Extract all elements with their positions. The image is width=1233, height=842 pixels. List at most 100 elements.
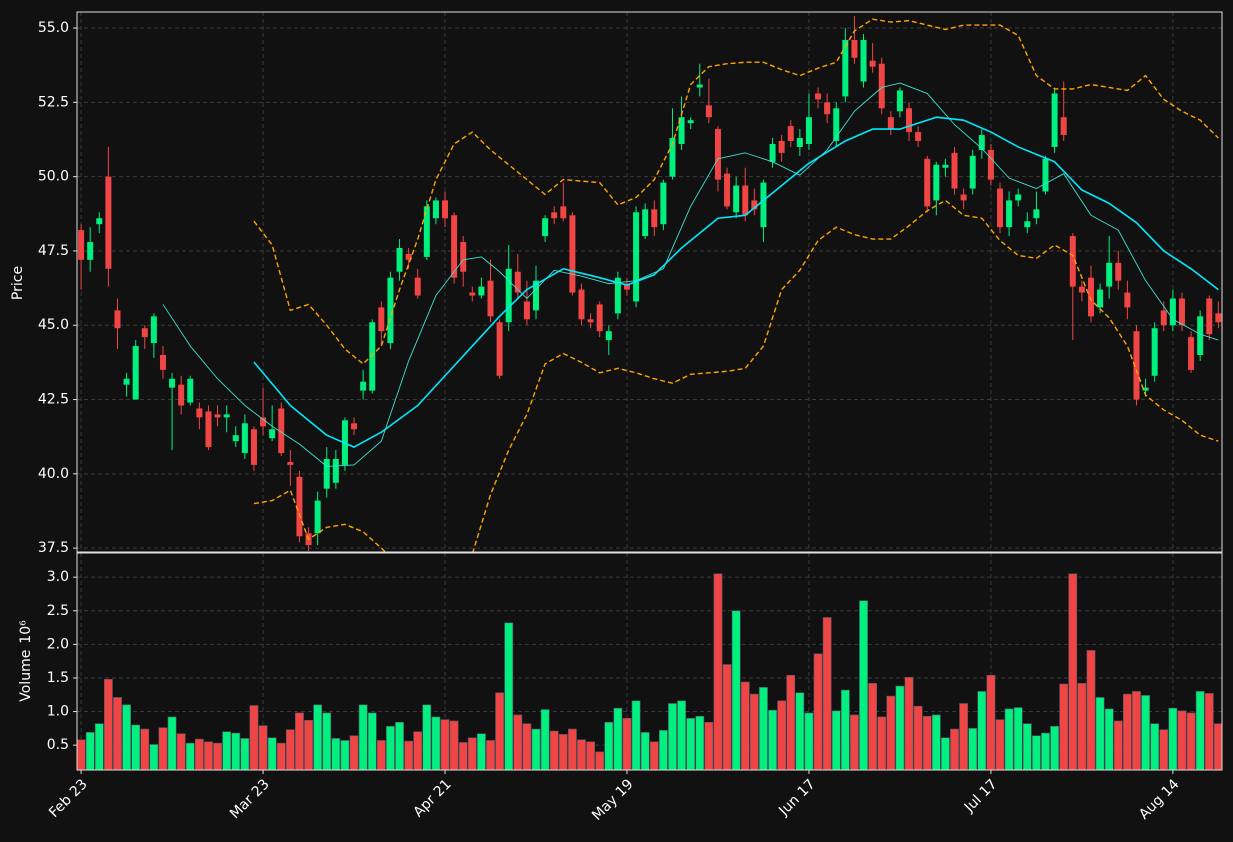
candle-body (196, 408, 203, 418)
candle-body (651, 209, 658, 228)
volume-bar (1113, 720, 1123, 770)
candle-body (1169, 298, 1176, 326)
candle-body (141, 328, 148, 338)
candle-body (605, 331, 612, 341)
candle-body (332, 458, 339, 483)
volume-bar (431, 716, 441, 770)
candle-body (1197, 316, 1204, 355)
candle-body (787, 126, 794, 141)
volume-bar (649, 741, 659, 770)
candle-body (1051, 93, 1058, 147)
volume-bar (376, 740, 386, 770)
volume-bar (267, 737, 277, 770)
y-tick-label: 47.5 (38, 243, 69, 259)
volume-bar (986, 674, 996, 770)
overlay-line (162, 82, 1219, 467)
volume-bar (877, 716, 887, 770)
volume-bar (313, 704, 323, 770)
candle-body (1033, 209, 1040, 219)
candle-body (1188, 337, 1195, 370)
volume-bar (886, 695, 896, 770)
y-tick-label: 37.5 (38, 540, 69, 556)
candle-body (805, 117, 812, 144)
volume-bar (467, 737, 477, 770)
volume-bar (404, 740, 414, 770)
volume-bar (1013, 707, 1023, 770)
volume-bar (440, 719, 450, 770)
volume-bar (504, 622, 514, 770)
candle-body (660, 182, 667, 225)
volume-bar (1168, 707, 1178, 770)
candle-body (451, 215, 458, 278)
volume-axis-label: Volume 10⁶ (18, 620, 34, 702)
volume-bar (413, 731, 423, 770)
volume-bar (604, 722, 614, 770)
y-tick-label: 1.5 (47, 670, 69, 686)
volume-bar (786, 674, 796, 770)
volume-bar (968, 728, 978, 770)
volume-bar (722, 664, 732, 770)
volume-bar (1132, 691, 1141, 770)
candle-body (87, 242, 94, 260)
volume-bar (558, 734, 568, 770)
candle-body (896, 90, 903, 112)
candle-body (460, 242, 467, 272)
candle-body (623, 283, 630, 290)
candle-body (942, 164, 949, 168)
candle-body (278, 408, 285, 454)
volume-bar (995, 719, 1005, 770)
volume-bar (276, 742, 286, 770)
volume-bar (176, 733, 186, 770)
price-plot (78, 16, 1222, 552)
candle-body (514, 271, 521, 293)
candle-body (250, 429, 257, 465)
volume-bar (1159, 729, 1169, 770)
candle-body (1133, 331, 1140, 400)
volume-bar (831, 710, 841, 770)
y-tick-label: 45.0 (38, 317, 69, 333)
overlay-line (253, 18, 1219, 365)
y-tick-label: 55.0 (38, 20, 69, 36)
volume-bar (422, 704, 432, 770)
volume-bar (185, 742, 195, 770)
volume-bar (94, 723, 104, 770)
volume-bar (577, 739, 586, 770)
volume-bar (386, 726, 395, 770)
candle-body (1006, 200, 1013, 228)
volume-bar (1004, 708, 1014, 770)
volume-bar (395, 722, 404, 770)
y-tick-label: 50.0 (38, 169, 69, 185)
candle-body (705, 105, 712, 118)
volume-bar (622, 717, 632, 770)
volume-bar (749, 693, 759, 770)
volume-bar (959, 703, 969, 770)
candle-body (1178, 298, 1185, 326)
candle-body (178, 384, 185, 406)
volume-bar (231, 732, 241, 770)
candle-body (123, 378, 130, 385)
y-tick-label: 3.0 (47, 569, 69, 585)
candle-body (869, 60, 876, 67)
volume-bar (304, 719, 313, 770)
volume-bar (358, 704, 368, 770)
volume-bar (731, 610, 741, 770)
volume-bar (322, 712, 332, 770)
candle-body (478, 286, 485, 296)
volume-bar (840, 689, 850, 770)
price-axis-label: Price (10, 266, 26, 300)
candle-body (378, 307, 385, 332)
volume-bar (1195, 691, 1205, 770)
candle-body (733, 185, 740, 213)
volume-bar (813, 653, 823, 770)
volume-bar (367, 712, 377, 770)
volume-bar (677, 700, 686, 770)
volume-bar (695, 715, 705, 770)
candle-body (260, 417, 267, 427)
candle-body (724, 173, 731, 207)
candle-body (851, 39, 858, 58)
candle-body (969, 155, 976, 189)
volume-bar (613, 707, 623, 770)
candle-body (405, 253, 412, 260)
candle-body (232, 435, 239, 442)
volume-bar (713, 573, 723, 770)
